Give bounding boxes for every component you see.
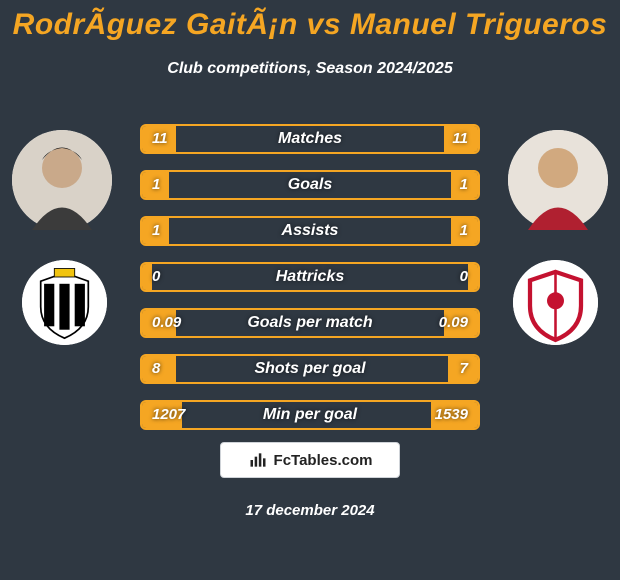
stat-label: Hattricks [142,264,478,290]
brand-text: FcTables.com [274,452,373,469]
date-label: 17 december 2024 [0,502,620,519]
stat-label: Goals [142,172,478,198]
stat-row: 1111Matches [140,124,480,154]
avatar-icon [508,130,608,230]
stat-row: 11Assists [140,216,480,246]
stat-row: 12071539Min per goal [140,400,480,430]
club-crest-left [22,260,107,345]
stat-label: Shots per goal [142,356,478,382]
stat-row: 00Hattricks [140,262,480,292]
club-crest-right [513,260,598,345]
page-title: RodrÃ­guez GaitÃ¡n vs Manuel Trigueros [0,0,620,42]
stat-label: Matches [142,126,478,152]
comparison-card: RodrÃ­guez GaitÃ¡n vs Manuel Trigueros C… [0,0,620,580]
shield-icon [513,260,598,345]
stat-label: Assists [142,218,478,244]
stat-row: 11Goals [140,170,480,200]
page-subtitle: Club competitions, Season 2024/2025 [0,60,620,78]
player-photo-right [508,130,608,230]
stat-label: Goals per match [142,310,478,336]
avatar-icon [12,130,112,230]
stat-row: 0.090.09Goals per match [140,308,480,338]
stat-row: 87Shots per goal [140,354,480,384]
chart-icon [248,450,268,470]
stat-bars-container: 1111Matches 11Goals 11Assists 00Hattricks 0.… [140,124,480,446]
stat-label: Min per goal [142,402,478,428]
shield-icon [22,260,107,345]
brand-badge[interactable]: FcTables.com [220,442,400,478]
player-photo-left [12,130,112,230]
